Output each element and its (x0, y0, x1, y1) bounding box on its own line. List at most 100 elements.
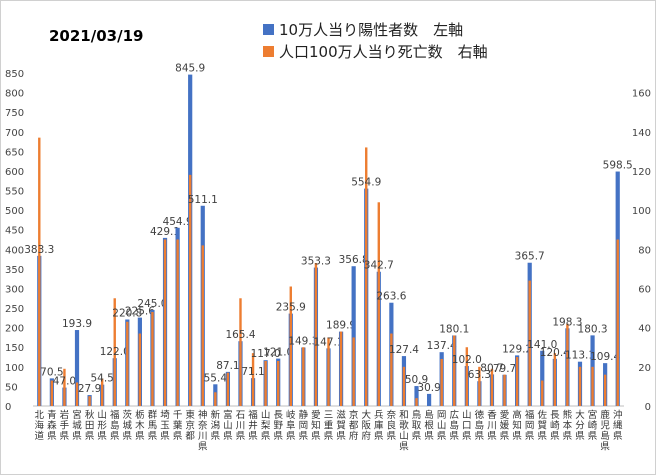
data-label: 454.9 (163, 216, 193, 228)
bar-deaths (214, 392, 217, 406)
category-label: 栃木県 (135, 409, 145, 442)
right-tick-label: 20 (638, 363, 651, 374)
left-tick-label: 650 (5, 147, 24, 158)
category-label: 岩手県 (60, 409, 70, 442)
data-label: 127.4 (389, 344, 419, 356)
date-label: 2021/03/19 (49, 27, 144, 45)
category-label: 京都府 (349, 409, 359, 442)
data-label: 87.1 (216, 360, 239, 372)
category-label: 山形県 (97, 410, 107, 442)
data-label: 365.7 (515, 251, 545, 263)
data-label: 121.0 (263, 347, 293, 359)
left-tick-label: 250 (5, 304, 24, 315)
legend-label-deaths: 人口100万人当り死亡数 右軸 (279, 43, 488, 61)
data-label: 225.6 (125, 306, 155, 318)
category-label: 愛媛県 (500, 409, 510, 442)
data-label: 79.7 (493, 363, 516, 375)
left-tick-label: 200 (5, 324, 24, 335)
category-label: 香川県 (487, 410, 497, 442)
category-label: 神奈川県 (198, 409, 208, 453)
data-label: 165.4 (225, 329, 255, 341)
category-label: 徳島県 (475, 409, 485, 442)
data-label: 342.7 (364, 260, 394, 272)
bar-deaths (465, 347, 469, 406)
left-tick-label: 750 (5, 108, 24, 119)
data-label: 180.3 (578, 323, 608, 335)
left-tick-label: 700 (5, 128, 24, 139)
category-label: 宮城県 (72, 409, 82, 442)
left-tick-label: 0 (5, 402, 11, 413)
category-label: 静岡県 (299, 409, 309, 442)
bar-deaths (302, 347, 305, 406)
category-label: 沖縄県 (613, 409, 623, 442)
left-tick-label: 100 (5, 363, 24, 374)
bar-deaths (50, 380, 54, 406)
bar-deaths (490, 368, 494, 406)
bar-deaths (591, 366, 594, 406)
left-tick-label: 450 (5, 226, 24, 237)
bar-deaths (113, 298, 116, 406)
bar-deaths (201, 245, 204, 406)
bar-deaths (226, 372, 230, 406)
category-label: 山梨県 (261, 410, 271, 442)
category-label: 愛知県 (311, 409, 321, 442)
left-tick-label: 400 (5, 245, 24, 256)
bar-positive (414, 386, 419, 406)
right-tick-label: 140 (632, 128, 651, 139)
category-label: 宮崎県 (588, 409, 598, 442)
data-label: 245.0 (137, 298, 167, 310)
data-label: 117.0 (251, 348, 281, 360)
category-label: 奈良県 (387, 409, 397, 442)
data-label: 54.5 (90, 373, 113, 385)
bar-positive (74, 330, 80, 406)
bar-deaths (251, 353, 255, 406)
category-label: 長野県 (273, 410, 283, 442)
category-label: 北海道 (35, 410, 45, 442)
category-label: 滋賀県 (336, 409, 346, 442)
legend-label-positive: 10万人当り陽性者数 左軸 (279, 21, 464, 39)
left-tick-label: 50 (5, 382, 18, 393)
left-tick-label: 600 (5, 167, 24, 178)
category-label: 鹿児島県 (600, 409, 610, 453)
data-label: 80.7 (480, 362, 503, 374)
bar-deaths (188, 174, 192, 406)
bar-deaths (289, 286, 292, 406)
right-tick-label: 120 (632, 167, 651, 178)
bar-deaths (352, 337, 355, 406)
category-label: 東京都 (185, 409, 195, 442)
bar-deaths (553, 353, 557, 406)
data-label: 55.4 (204, 372, 228, 384)
category-label: 富山県 (223, 409, 233, 442)
category-label: 熊本県 (563, 409, 573, 442)
category-label: 山口県 (462, 410, 472, 442)
bar-deaths (578, 366, 582, 406)
data-label: 149.3 (288, 336, 318, 348)
bar-deaths (390, 333, 393, 406)
bar-deaths (402, 366, 406, 406)
category-label: 大分県 (575, 409, 585, 442)
data-label: 356.8 (339, 254, 369, 266)
data-label: 63.3 (468, 369, 491, 381)
left-tick-label: 850 (5, 69, 24, 80)
bar-deaths (138, 333, 142, 406)
bar-deaths (314, 263, 318, 406)
data-label: 47.0 (53, 376, 76, 388)
bar-deaths (100, 378, 104, 406)
left-tick-label: 150 (5, 343, 24, 354)
bar-deaths (566, 323, 569, 406)
data-label: 113.1 (565, 350, 595, 362)
bar-deaths (440, 358, 443, 406)
data-label: 511.1 (188, 194, 218, 206)
category-label: 岐阜県 (286, 409, 296, 442)
data-label: 70.5 (40, 366, 63, 378)
data-label: 129.2 (502, 343, 532, 355)
bar-deaths (515, 357, 519, 406)
bar-deaths (38, 137, 41, 406)
bar-deaths (603, 374, 607, 406)
category-label: 千葉県 (173, 410, 183, 442)
category-label: 広島県 (449, 409, 459, 442)
bar-deaths (528, 280, 531, 406)
category-label: 青森県 (47, 409, 57, 442)
right-tick-label: 80 (638, 245, 651, 256)
